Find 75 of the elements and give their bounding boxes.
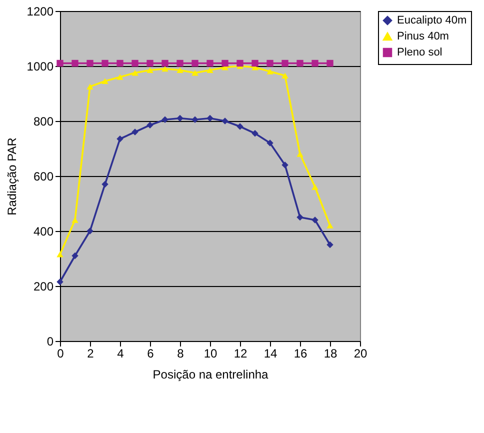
x-axis-title: Posição na entrelinha [152, 368, 269, 382]
point [236, 123, 244, 130]
point [296, 60, 304, 67]
point [222, 60, 228, 67]
x-tick-label: 0 [57, 346, 64, 360]
point [206, 114, 214, 122]
y-tick-label: 800 [33, 114, 54, 128]
x-tick-label: 6 [147, 346, 154, 360]
point [102, 180, 108, 188]
point [252, 130, 258, 137]
point [252, 60, 258, 67]
point [102, 60, 108, 67]
point [132, 60, 138, 67]
point [146, 60, 154, 67]
y-tick-label: 600 [33, 170, 54, 184]
x-tick-label: 12 [234, 346, 248, 360]
point [192, 60, 198, 67]
point [176, 114, 184, 122]
y-tick-label: 200 [33, 280, 54, 294]
x-tick-label: 18 [324, 346, 338, 360]
point [116, 74, 124, 80]
x-tick-label: 20 [354, 346, 368, 360]
x-tick-label: 4 [117, 346, 124, 360]
point [162, 66, 168, 72]
point [132, 128, 138, 136]
point [162, 116, 168, 123]
x-tick-label: 8 [177, 346, 184, 360]
point [266, 68, 274, 74]
point [282, 72, 288, 79]
y-tick-label: 400 [33, 224, 54, 238]
point [312, 184, 318, 190]
point [116, 136, 124, 142]
point [116, 60, 124, 67]
point [86, 84, 94, 90]
point [192, 70, 198, 76]
point [86, 228, 94, 234]
x-tick-label: 10 [204, 346, 218, 360]
legend-label: Eucalipto 40m [397, 14, 467, 26]
point [282, 162, 288, 168]
legend-label: Pinus 40m [397, 30, 449, 42]
y-tick-label: 1200 [26, 4, 54, 18]
point [236, 60, 244, 67]
point [176, 67, 184, 74]
y-axis-title: Radiação PAR [4, 137, 19, 216]
x-tick-label: 14 [264, 346, 278, 360]
point [192, 116, 198, 123]
point [296, 214, 304, 221]
point [326, 222, 334, 228]
point [296, 151, 304, 157]
point [72, 217, 78, 223]
y-tick-label: 1000 [26, 60, 54, 74]
point [86, 60, 94, 67]
x-tick-label: 16 [294, 346, 308, 360]
point [162, 60, 168, 67]
point [312, 216, 318, 224]
point [266, 140, 274, 146]
point [206, 60, 214, 67]
point [176, 60, 184, 67]
point [206, 67, 214, 74]
point [266, 60, 274, 67]
point [326, 60, 334, 67]
point [146, 122, 154, 128]
point [102, 78, 108, 84]
y-tick-label: 0 [46, 334, 54, 348]
point [72, 60, 78, 67]
point [132, 70, 138, 76]
point [146, 67, 154, 74]
x-tick-label: 2 [87, 346, 94, 360]
point [312, 60, 318, 67]
point [56, 251, 64, 258]
point [72, 252, 78, 260]
point [282, 60, 288, 67]
point [222, 118, 228, 124]
point [326, 241, 334, 248]
legend-label: Pleno sol [397, 46, 442, 58]
